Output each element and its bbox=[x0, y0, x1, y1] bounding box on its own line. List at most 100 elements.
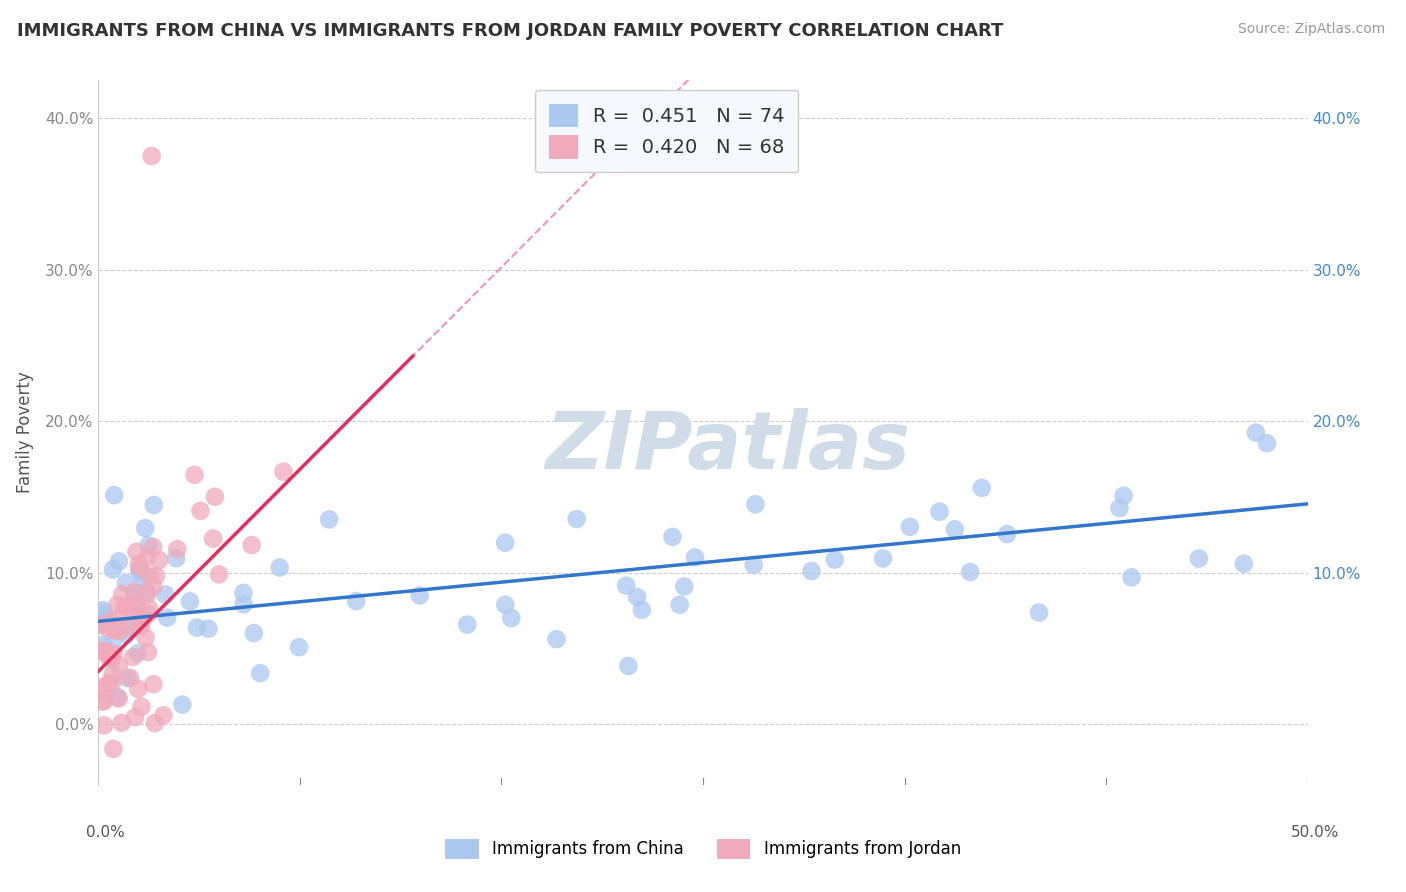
Point bbox=[183, 467, 205, 482]
Point bbox=[101, 667, 124, 681]
Point bbox=[101, 651, 124, 665]
Point bbox=[120, 671, 142, 685]
Point bbox=[546, 632, 568, 647]
Point bbox=[112, 599, 135, 614]
Point bbox=[104, 624, 127, 638]
Point bbox=[995, 527, 1018, 541]
Point bbox=[112, 607, 135, 622]
Point bbox=[125, 597, 148, 611]
Point bbox=[273, 465, 295, 479]
Point bbox=[103, 647, 125, 661]
Point bbox=[91, 606, 114, 620]
Point bbox=[96, 646, 118, 660]
Point bbox=[93, 718, 115, 732]
Text: 0.0%: 0.0% bbox=[86, 825, 125, 840]
Legend: R =  0.451   N = 74, R =  0.420   N = 68: R = 0.451 N = 74, R = 0.420 N = 68 bbox=[536, 90, 799, 172]
Point bbox=[243, 626, 266, 640]
Point bbox=[138, 538, 160, 552]
Point bbox=[204, 490, 226, 504]
Point bbox=[97, 621, 120, 635]
Point bbox=[152, 708, 174, 723]
Point bbox=[172, 698, 194, 712]
Point bbox=[103, 488, 125, 502]
Point bbox=[142, 540, 165, 554]
Point bbox=[136, 645, 159, 659]
Point bbox=[872, 551, 894, 566]
Point bbox=[249, 666, 271, 681]
Point bbox=[103, 742, 125, 756]
Point bbox=[129, 565, 152, 579]
Point bbox=[124, 710, 146, 724]
Point bbox=[105, 690, 128, 704]
Point bbox=[108, 658, 131, 673]
Point bbox=[129, 560, 152, 574]
Point bbox=[91, 695, 114, 709]
Point bbox=[456, 617, 478, 632]
Point bbox=[124, 599, 146, 614]
Point bbox=[129, 618, 152, 632]
Point bbox=[240, 538, 263, 552]
Point bbox=[127, 646, 149, 660]
Point bbox=[101, 675, 124, 690]
Point bbox=[122, 650, 145, 665]
Point bbox=[117, 619, 139, 633]
Point bbox=[107, 598, 129, 612]
Point bbox=[1233, 557, 1256, 571]
Point bbox=[111, 715, 134, 730]
Point bbox=[131, 614, 153, 628]
Point bbox=[800, 564, 823, 578]
Text: 50.0%: 50.0% bbox=[1291, 825, 1339, 840]
Point bbox=[129, 607, 152, 622]
Y-axis label: Family Poverty: Family Poverty bbox=[15, 372, 34, 493]
Point bbox=[155, 588, 177, 602]
Legend: Immigrants from China, Immigrants from Jordan: Immigrants from China, Immigrants from J… bbox=[439, 832, 967, 866]
Point bbox=[128, 563, 150, 577]
Point bbox=[156, 610, 179, 624]
Point bbox=[115, 576, 138, 591]
Point bbox=[131, 699, 153, 714]
Point bbox=[132, 574, 155, 588]
Point bbox=[124, 584, 146, 599]
Point bbox=[148, 553, 170, 567]
Point bbox=[122, 621, 145, 635]
Point bbox=[197, 622, 219, 636]
Point bbox=[318, 512, 340, 526]
Point bbox=[208, 567, 231, 582]
Point bbox=[617, 659, 640, 673]
Point bbox=[344, 594, 367, 608]
Point bbox=[668, 598, 690, 612]
Point bbox=[898, 520, 921, 534]
Point bbox=[179, 594, 201, 608]
Point bbox=[494, 535, 516, 549]
Point bbox=[141, 149, 163, 163]
Point bbox=[115, 599, 138, 614]
Point bbox=[91, 616, 114, 631]
Point bbox=[1108, 501, 1130, 516]
Point bbox=[928, 505, 950, 519]
Point bbox=[166, 542, 188, 557]
Point bbox=[683, 550, 706, 565]
Point bbox=[96, 644, 118, 658]
Point bbox=[136, 607, 159, 621]
Point bbox=[142, 498, 165, 512]
Point bbox=[97, 649, 120, 664]
Point bbox=[142, 579, 165, 593]
Point bbox=[202, 532, 225, 546]
Point bbox=[970, 481, 993, 495]
Point bbox=[108, 554, 131, 568]
Point bbox=[128, 558, 150, 572]
Point bbox=[409, 589, 432, 603]
Point bbox=[135, 584, 157, 599]
Point bbox=[131, 611, 153, 625]
Point bbox=[142, 677, 165, 691]
Point bbox=[165, 551, 187, 566]
Point bbox=[626, 590, 648, 604]
Point bbox=[100, 614, 122, 628]
Point bbox=[1256, 436, 1278, 450]
Point bbox=[1121, 570, 1143, 584]
Point bbox=[744, 497, 766, 511]
Point bbox=[501, 611, 523, 625]
Point bbox=[1028, 606, 1050, 620]
Point bbox=[143, 716, 166, 731]
Point bbox=[134, 521, 156, 535]
